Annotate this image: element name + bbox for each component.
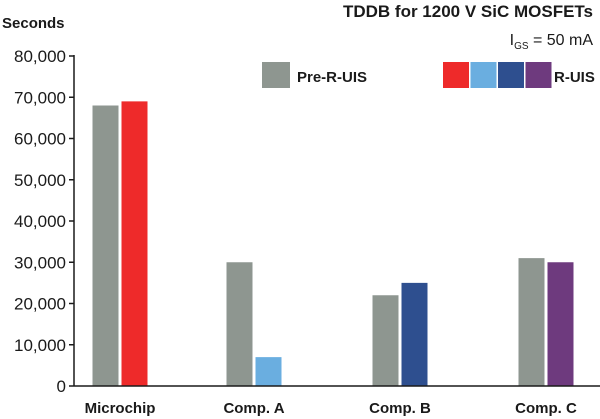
y-axis-ticks: 0 10,000 20,000 30,000 40,000 50,000 60,000 70,… [14, 47, 74, 396]
x-tick-label: Comp. B [369, 400, 431, 417]
bar-pre-r-uis [518, 258, 545, 386]
subtitle-symbol: I [510, 32, 514, 49]
x-tick-label: Microchip [85, 400, 156, 417]
y-tick-label: 20,000 [14, 295, 66, 314]
y-tick-label: 10,000 [14, 336, 66, 355]
bar-r-uis [255, 357, 282, 386]
y-axis-label: Seconds [2, 15, 65, 32]
bar-pre-r-uis [92, 105, 119, 386]
legend: Pre-R-UIS R-UIS [262, 62, 595, 88]
subtitle-rest: = 50 mA [529, 32, 594, 49]
bar-r-uis [547, 262, 574, 386]
y-tick-label: 50,000 [14, 171, 66, 190]
subtitle-subscript: GS [514, 41, 529, 52]
bar-pre-r-uis [372, 295, 399, 386]
chart-title: TDDB for 1200 V SiC MOSFETs [343, 2, 593, 21]
y-tick-label: 0 [57, 377, 66, 396]
x-tick-label: Comp. A [223, 400, 284, 417]
bar-r-uis [401, 282, 428, 386]
bars [92, 101, 574, 386]
x-tick-label: Comp. C [515, 400, 577, 417]
legend-swatch-pre-r-uis [262, 62, 290, 88]
bar-pre-r-uis [226, 262, 253, 386]
y-tick-label: 80,000 [14, 47, 66, 66]
legend-swatch-r-uis [443, 62, 469, 88]
bar-r-uis [121, 101, 148, 386]
legend-label-pre-r-uis: Pre-R-UIS [297, 69, 367, 86]
y-tick-label: 30,000 [14, 253, 66, 272]
legend-swatch-r-uis [498, 62, 524, 88]
legend-label-r-uis: R-UIS [554, 69, 595, 86]
y-tick-label: 40,000 [14, 212, 66, 231]
y-tick-label: 70,000 [14, 88, 66, 107]
legend-swatches-r-uis [443, 62, 552, 88]
y-tick-label: 60,000 [14, 130, 66, 149]
legend-swatch-r-uis [525, 62, 552, 88]
chart-subtitle: IGS = 50 mA [510, 32, 594, 52]
x-axis-labels: Microchip Comp. A Comp. B Comp. C [85, 400, 577, 417]
legend-swatch-r-uis [470, 62, 497, 88]
